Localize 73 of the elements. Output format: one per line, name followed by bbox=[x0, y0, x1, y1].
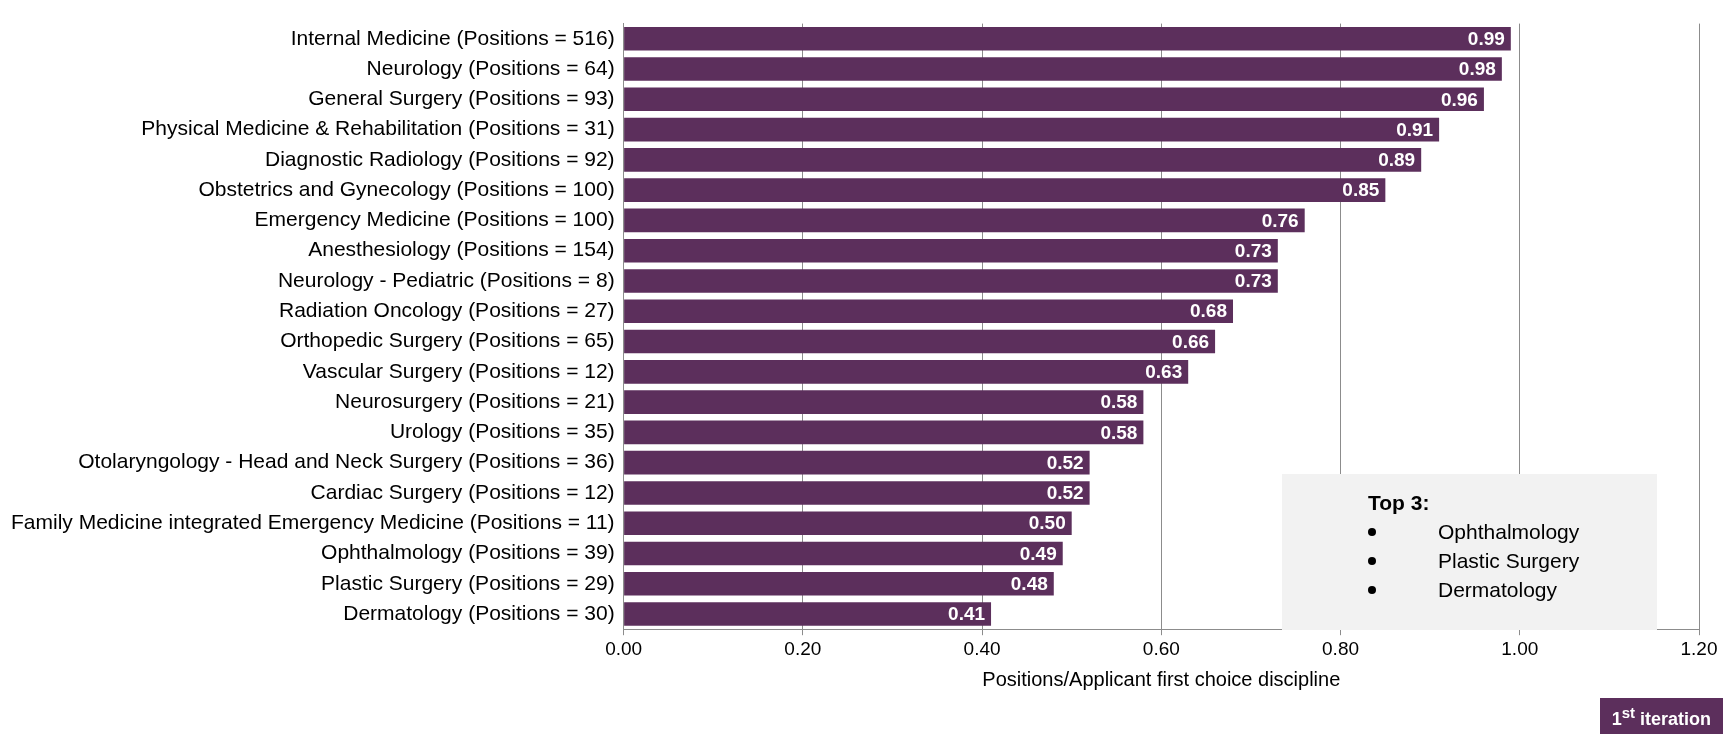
data-label: 0.48 bbox=[1010, 573, 1048, 595]
y-tick-label: Obstetrics and Gynecology (Positions = 100) bbox=[198, 176, 615, 200]
bar bbox=[624, 360, 1189, 384]
data-label: 0.99 bbox=[1467, 27, 1505, 49]
y-tick-label: Otolaryngology - Head and Neck Surgery (Positions = 36) bbox=[78, 449, 615, 473]
y-tick-label: Ophthalmology (Positions = 39) bbox=[321, 540, 615, 564]
y-tick-label: Dermatology (Positions = 30) bbox=[343, 600, 615, 624]
bar bbox=[624, 87, 1484, 112]
bar bbox=[624, 481, 1090, 505]
annotation: Plastic Surgery bbox=[1438, 548, 1580, 574]
annotation: Dermatology bbox=[1438, 577, 1558, 603]
bar bbox=[624, 450, 1090, 475]
bar bbox=[624, 329, 1216, 354]
bar bbox=[624, 26, 1511, 51]
bar bbox=[624, 269, 1278, 293]
annotation: Ophthalmology bbox=[1438, 519, 1580, 545]
data-label: 0.89 bbox=[1378, 149, 1416, 171]
bar bbox=[624, 571, 1054, 596]
data-label: 0.96 bbox=[1440, 88, 1478, 110]
y-tick-label: Emergency Medicine (Positions = 100) bbox=[254, 207, 615, 231]
x-tick-label: 0.80 bbox=[1322, 637, 1360, 659]
data-label: 0.98 bbox=[1458, 58, 1496, 80]
bar bbox=[624, 602, 992, 626]
data-label: 0.66 bbox=[1172, 330, 1210, 352]
data-label: 0.58 bbox=[1100, 391, 1138, 413]
y-tick-label: Orthopedic Surgery (Positions = 65) bbox=[280, 328, 615, 352]
y-tick-label: Anesthesiology (Positions = 154) bbox=[308, 237, 615, 261]
y-tick-label: Urology (Positions = 35) bbox=[389, 419, 615, 443]
x-tick-label: 0.40 bbox=[963, 637, 1001, 659]
x-tick-label: 0.00 bbox=[605, 637, 643, 659]
bar bbox=[624, 117, 1440, 142]
data-label: 0.52 bbox=[1046, 482, 1084, 504]
x-tick-label: 1.20 bbox=[1680, 637, 1718, 659]
y-tick-label: General Surgery (Positions = 93) bbox=[308, 86, 615, 110]
y-tick-label: Neurology - Pediatric (Positions = 8) bbox=[277, 267, 615, 291]
data-label: 0.49 bbox=[1019, 542, 1057, 564]
bar bbox=[624, 299, 1234, 324]
data-label: 0.73 bbox=[1234, 270, 1272, 292]
data-label: 0.41 bbox=[948, 603, 986, 625]
bar bbox=[624, 420, 1144, 445]
y-tick-label: Vascular Surgery (Positions = 12) bbox=[302, 358, 615, 382]
data-label: 0.76 bbox=[1261, 209, 1299, 231]
bar bbox=[624, 178, 1386, 202]
data-label: 0.91 bbox=[1396, 118, 1434, 140]
x-tick-label: 0.20 bbox=[784, 637, 822, 659]
y-tick-label: Internal Medicine (Positions = 516) bbox=[290, 25, 615, 49]
x-tick-label: 1.00 bbox=[1501, 637, 1539, 659]
bar bbox=[624, 57, 1502, 81]
x-axis-title: Positions/Applicant first choice discipline bbox=[982, 667, 1341, 690]
data-label: 0.73 bbox=[1234, 239, 1272, 261]
y-tick-label: Neurology (Positions = 64) bbox=[366, 55, 615, 79]
data-label: 0.52 bbox=[1046, 451, 1084, 473]
data-label: 0.50 bbox=[1028, 512, 1066, 534]
bar bbox=[624, 511, 1072, 536]
bar bbox=[624, 148, 1422, 172]
y-tick-label: Diagnostic Radiology (Positions = 92) bbox=[265, 146, 615, 170]
y-tick-label: Plastic Surgery (Positions = 29) bbox=[321, 570, 615, 594]
annotation: Top 3: bbox=[1368, 490, 1431, 516]
bar bbox=[624, 208, 1305, 233]
y-tick-label: Radiation Oncology (Positions = 27) bbox=[279, 298, 615, 322]
y-tick-label: Neurosurgery (Positions = 21) bbox=[335, 388, 615, 412]
data-label: 0.85 bbox=[1342, 179, 1380, 201]
data-label: 0.63 bbox=[1145, 361, 1183, 383]
y-tick-label: Physical Medicine & Rehabilitation (Positions = 31) bbox=[141, 116, 615, 140]
bar bbox=[624, 541, 1063, 566]
text: 1$^{st}$ iteration bbox=[1599, 698, 1723, 734]
y-tick-label: Family Medicine integrated Emergency Medicine (Positions = 11) bbox=[10, 510, 615, 534]
x-tick-label: 0.60 bbox=[1142, 637, 1180, 659]
bar bbox=[624, 238, 1278, 263]
data-label: 0.58 bbox=[1100, 421, 1138, 443]
data-label: 0.68 bbox=[1190, 300, 1228, 322]
y-tick-label: Cardiac Surgery (Positions = 12) bbox=[310, 479, 615, 503]
bar bbox=[624, 390, 1144, 414]
